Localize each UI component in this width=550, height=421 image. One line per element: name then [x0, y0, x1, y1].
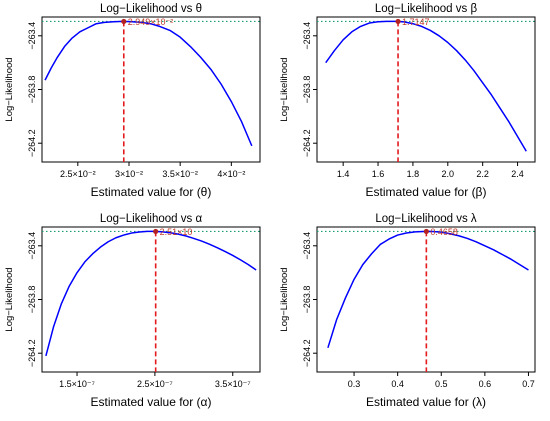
y-tick-label: −264.2: [27, 129, 37, 157]
chart-title: Log−Likelihood vs β: [375, 3, 478, 15]
mle-annotation: 2.949×10⁻²: [128, 17, 174, 27]
x-tick-label: 1.8: [407, 169, 420, 179]
x-tick-label: 2.4: [511, 169, 524, 179]
y-tick-label: −263.8: [302, 76, 312, 104]
chart-alpha: Log−Likelihood vs α −263.4 −263.8 −264.2 1.5…: [4, 213, 261, 409]
loglik-curve: [327, 230, 529, 349]
x-tick-label: 0.5: [435, 379, 448, 389]
chart-beta: Log−Likelihood vs β −263.4 −263.8 −264.2 1.4…: [279, 3, 536, 199]
x-tick-label: 0.7: [522, 379, 535, 389]
x-tick-label: 0.6: [479, 379, 492, 389]
y-tick-label: −263.4: [27, 232, 37, 260]
x-tick-label: 4×10⁻²: [217, 169, 245, 179]
chart-theta: Log−Likelihood vs θ −263.4 −263.8 −264.2 2.5…: [4, 3, 261, 199]
mle-point: [121, 18, 127, 25]
panel-alpha: Log−Likelihood vs α −263.4 −263.8 −264.2 1.5…: [0, 210, 275, 420]
mle-annotation: 2.51×10: [160, 227, 193, 237]
y-tick-label: −264.2: [302, 129, 312, 157]
plot-frame: [316, 16, 536, 163]
mle-point: [395, 18, 401, 25]
panel-theta: Log−Likelihood vs θ −263.4 −263.8 −264.2 2.5…: [0, 0, 275, 210]
chart-title: Log−Likelihood vs λ: [375, 213, 477, 225]
plot-frame: [41, 16, 261, 163]
mle-point: [153, 228, 159, 235]
y-tick-label: −263.4: [302, 232, 312, 260]
x-tick-label: 2.0: [442, 169, 455, 179]
x-tick-label: 1.4: [337, 169, 350, 179]
x-tick-label: 1.6: [372, 169, 385, 179]
x-axis-label: Estimated value for (α): [91, 395, 212, 409]
chart-lambda: Log−Likelihood vs λ −263.4 −263.8 −264.2 0.3…: [279, 213, 536, 409]
x-tick-label: 1.5×10⁻⁷: [59, 379, 95, 389]
loglik-curve: [44, 20, 253, 147]
mle-annotation: 0.4658: [430, 227, 458, 237]
panel-beta: Log−Likelihood vs β −263.4 −263.8 −264.2 1.4…: [275, 0, 550, 210]
x-tick-label: 0.4: [391, 379, 404, 389]
loglik-curve: [325, 20, 527, 152]
y-tick-label: −263.4: [27, 22, 37, 50]
x-axis-label: Estimated value for (λ): [366, 395, 486, 409]
x-tick-label: 0.3: [348, 379, 361, 389]
y-axis-label: Log−Likelihood: [4, 267, 15, 331]
mle-point: [423, 228, 429, 235]
x-tick-label: 3.5×10⁻²: [162, 169, 198, 179]
chart-title: Log−Likelihood vs θ: [100, 3, 202, 15]
y-tick-label: −263.8: [27, 286, 37, 314]
y-tick-label: −264.2: [27, 339, 37, 367]
x-tick-label: 2.5×10⁻⁷: [137, 379, 173, 389]
x-axis-label: Estimated value for (β): [366, 185, 487, 199]
x-tick-label: 2.5×10⁻²: [60, 169, 96, 179]
chart-title: Log−Likelihood vs α: [100, 213, 203, 225]
y-axis-label: Log−Likelihood: [4, 57, 15, 121]
loglik-curve: [45, 230, 257, 357]
y-axis-label: Log−Likelihood: [279, 57, 290, 121]
x-tick-label: 2.2: [476, 169, 489, 179]
x-tick-label: 3.5×10⁻⁷: [215, 379, 251, 389]
panel-lambda: Log−Likelihood vs λ −263.4 −263.8 −264.2 0.3…: [275, 210, 550, 420]
mle-annotation: 1.7147: [402, 17, 430, 27]
y-tick-label: −264.2: [302, 339, 312, 367]
y-tick-label: −263.8: [27, 76, 37, 104]
plot-frame: [41, 226, 261, 373]
x-axis-label: Estimated value for (θ): [91, 185, 212, 199]
y-tick-label: −263.8: [302, 286, 312, 314]
x-tick-label: 3×10⁻²: [115, 169, 143, 179]
y-axis-label: Log−Likelihood: [279, 267, 290, 331]
y-tick-label: −263.4: [302, 22, 312, 50]
